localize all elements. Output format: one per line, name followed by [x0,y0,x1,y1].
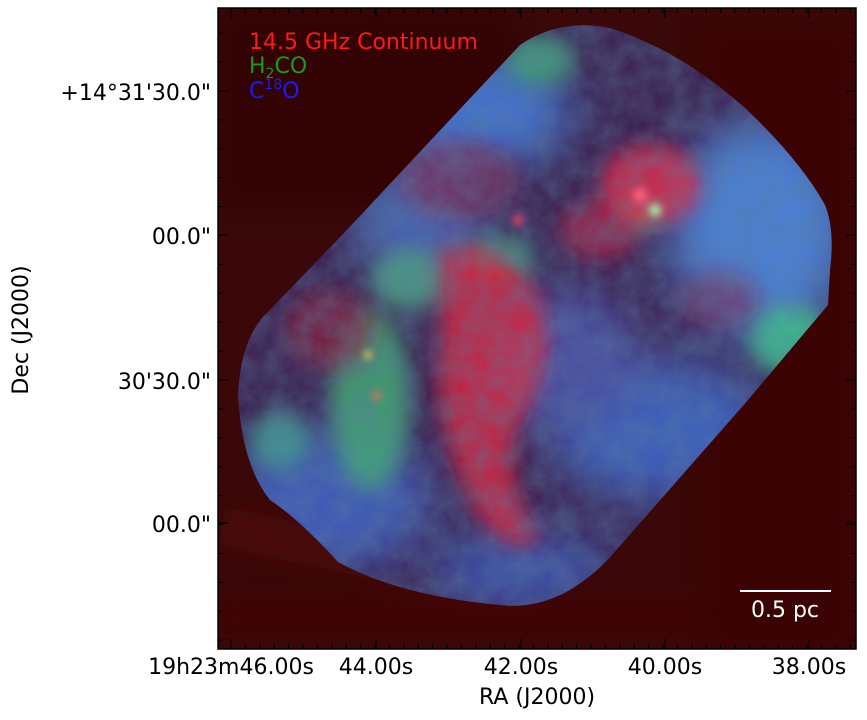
x-tick-label: 40.00s [628,655,702,680]
y-tick-label: 00.0" [152,513,211,538]
minor-ticks [218,8,856,649]
scale-bar-label: 0.5 pc [751,598,819,623]
y-tick-label: 00.0" [152,225,211,250]
x-tick-label: 42.00s [484,655,558,680]
major-ticks [218,8,856,649]
x-tick-label: 38.00s [772,655,846,680]
plot-frame [217,7,857,650]
y-tick-label: +14°31'30.0" [60,81,211,106]
y-axis-title: Dec (J2000) [9,265,34,394]
x-axis-title: RA (J2000) [479,685,595,710]
x-tick-labels: 19h23m46.00s 44.00s 42.00s 40.00s 38.00s [148,655,846,680]
legend-h2co: H2CO [249,54,307,82]
x-tick-label: 44.00s [339,655,413,680]
legend-c18o: C18O [249,77,300,104]
y-tick-label: 30'30.0" [118,370,211,395]
legend: 14.5 GHz Continuum H2CO C18O [249,30,478,104]
sky-image: 14.5 GHz Continuum H2CO C18O 0.5 pc [218,8,856,649]
legend-continuum: 14.5 GHz Continuum [249,30,478,55]
scale-bar: 0.5 pc [740,590,831,623]
y-tick-labels: +14°31'30.0" 00.0" 30'30.0" 00.0" [60,81,211,538]
x-tick-label: 19h23m46.00s [148,655,314,680]
